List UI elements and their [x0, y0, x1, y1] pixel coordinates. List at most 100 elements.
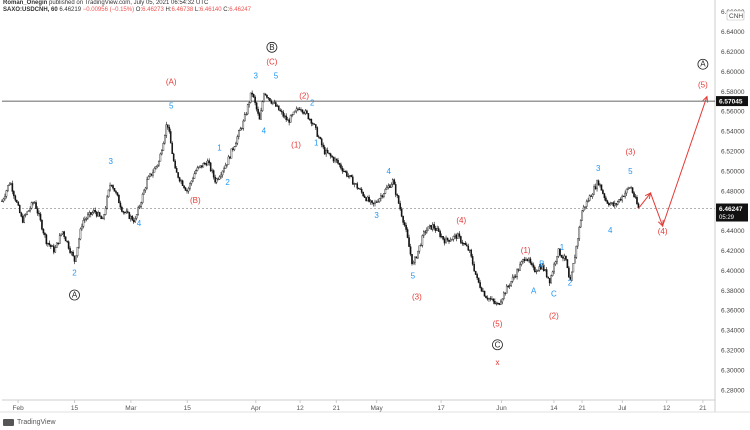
wave-label: 2	[310, 99, 315, 108]
candle-body	[556, 256, 558, 262]
projection-arrowhead	[702, 95, 709, 103]
candle-body	[240, 128, 243, 130]
candle-body	[393, 179, 396, 185]
candle-body	[279, 109, 282, 112]
candle-body	[596, 180, 598, 190]
candle-body	[295, 108, 298, 112]
candle-body	[239, 128, 242, 131]
candle-body	[504, 292, 507, 294]
candle-body	[238, 130, 240, 137]
candle-body	[581, 210, 584, 221]
candle-body	[144, 187, 147, 191]
x-tick-label: Mar	[125, 405, 137, 412]
candle-body	[371, 200, 373, 204]
candle-body	[94, 210, 97, 213]
candle-body	[246, 104, 249, 115]
candle-body	[474, 270, 477, 275]
candle-body	[100, 215, 102, 220]
candle-body	[168, 127, 171, 132]
candle-body	[118, 195, 120, 204]
candle-body	[582, 206, 585, 211]
candle-body	[630, 187, 632, 189]
candle-body	[502, 292, 505, 300]
candle-body	[161, 150, 163, 155]
candle-body	[485, 296, 487, 299]
candle-body	[162, 143, 165, 151]
candle-body	[471, 256, 474, 265]
candle-body	[269, 98, 271, 102]
tradingview-logo-icon[interactable]	[3, 419, 14, 426]
candle-body	[541, 264, 544, 270]
candle-body	[606, 200, 609, 204]
candle-body	[594, 186, 597, 190]
x-tick-label: 15	[71, 405, 79, 412]
candle-body	[467, 245, 470, 251]
y-tick-label: 6.64000	[721, 29, 745, 36]
wave-label: 4	[608, 226, 613, 235]
candle-body	[90, 212, 92, 215]
candle-body	[374, 201, 376, 205]
author-name[interactable]: Roman_Onegin	[3, 0, 48, 6]
candle-body	[132, 219, 135, 223]
candle-body	[137, 207, 139, 215]
candle-body	[310, 118, 313, 124]
candle-body	[513, 276, 515, 278]
candle-body	[346, 171, 348, 177]
candle-body	[430, 225, 433, 230]
candle-body	[590, 195, 592, 197]
candle-body	[301, 109, 304, 113]
candle-body	[307, 113, 310, 120]
candle-body	[343, 170, 345, 172]
wave-label: 2	[225, 178, 230, 187]
candle-body	[205, 163, 208, 166]
candle-body	[575, 245, 578, 258]
candle-body	[128, 212, 131, 219]
brand-label[interactable]: TradingView	[17, 419, 56, 426]
candle-body	[613, 203, 616, 206]
candle-body	[534, 267, 536, 273]
candle-body	[390, 184, 393, 188]
candle-body	[616, 201, 619, 205]
x-tick-label: 21	[333, 405, 341, 412]
candle-body	[61, 231, 64, 235]
price-change: −0.00956 (−0.15%)	[82, 7, 135, 13]
candle-body	[227, 156, 230, 165]
candle-body	[195, 170, 197, 174]
candle-body	[603, 193, 606, 199]
wave-label: (3)	[412, 293, 422, 302]
candle-body	[159, 153, 162, 162]
candle-body	[14, 195, 17, 201]
candle-body	[294, 110, 296, 113]
candle-body	[322, 144, 324, 148]
candle-body	[535, 271, 538, 273]
candle-body	[141, 193, 144, 203]
candle-body	[72, 251, 74, 257]
candle-body	[165, 124, 168, 136]
wave-label: 1	[217, 143, 222, 152]
candle-body	[439, 231, 441, 237]
candle-body	[445, 237, 447, 244]
candle-body	[452, 236, 455, 240]
close-value: 6.46247	[229, 7, 251, 13]
candle-body	[190, 180, 193, 184]
candle-body	[292, 111, 295, 115]
candle-body	[329, 153, 332, 157]
candle-body	[547, 276, 549, 279]
candle-body	[489, 298, 492, 300]
candle-body	[119, 202, 122, 208]
candle-body	[399, 203, 401, 210]
wave-label: 2	[568, 279, 573, 288]
x-tick-label: 12	[663, 405, 671, 412]
candle-body	[576, 238, 579, 247]
candle-body	[486, 297, 489, 300]
candle-body	[436, 228, 438, 231]
candle-body	[482, 290, 484, 292]
candle-body	[426, 229, 428, 233]
x-tick-label: Feb	[13, 405, 25, 412]
candle-body	[272, 102, 274, 104]
candle-body	[131, 215, 134, 221]
candle-body	[375, 201, 378, 203]
candle-body	[4, 196, 6, 200]
candle-body	[406, 229, 409, 238]
